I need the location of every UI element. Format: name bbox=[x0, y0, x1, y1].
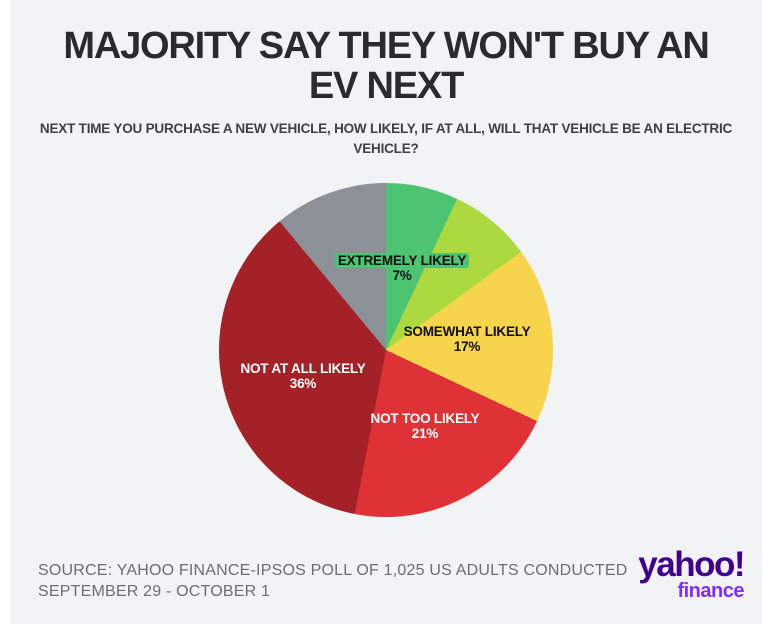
source-line-2: SEPTEMBER 29 - OCTOBER 1 bbox=[38, 583, 271, 600]
pie-label-text: NOT TOO LIKELY bbox=[370, 411, 480, 426]
yahoo-finance-logo: yahoo! finance bbox=[638, 545, 745, 602]
pie-chart-area: EXTREMELY LIKELY 7% SOMEWHAT LIKELY 17% … bbox=[219, 183, 553, 517]
pie-chart bbox=[219, 183, 553, 517]
pie-label-text: NOT AT ALL LIKELY bbox=[240, 361, 366, 376]
page-title: MAJORITY SAY THEY WON'T BUY AN EV NEXT bbox=[10, 0, 762, 106]
pie-label-not-at-all-likely: NOT AT ALL LIKELY 36% bbox=[237, 361, 368, 391]
yahoo-wordmark: yahoo! bbox=[638, 545, 745, 584]
pie-label-value: 7% bbox=[389, 268, 415, 283]
page-title-line-1: MAJORITY SAY THEY WON'T BUY AN bbox=[63, 25, 709, 67]
pie-label-not-too-likely: NOT TOO LIKELY 21% bbox=[368, 411, 483, 441]
finance-wordmark: finance bbox=[677, 580, 744, 602]
pie-label-value: 36% bbox=[289, 376, 317, 391]
pie-label-value: 21% bbox=[411, 426, 439, 441]
pie-label-value: 17% bbox=[453, 339, 481, 354]
source-line-1: SOURCE: YAHOO FINANCE-IPSOS POLL OF 1,02… bbox=[38, 562, 628, 579]
pie-label-extremely-likely: EXTREMELY LIKELY 7% bbox=[334, 253, 470, 283]
survey-question-line-2: VEHICLE? bbox=[353, 141, 419, 156]
infographic-card: MAJORITY SAY THEY WON'T BUY AN EV NEXT N… bbox=[10, 0, 762, 624]
pie-label-somewhat-likely: SOMEWHAT LIKELY 17% bbox=[401, 324, 534, 354]
pie-label-text: EXTREMELY LIKELY bbox=[334, 253, 470, 268]
survey-question-subtitle: NEXT TIME YOU PURCHASE A NEW VEHICLE, HO… bbox=[10, 119, 762, 159]
pie-label-text: SOMEWHAT LIKELY bbox=[403, 324, 531, 339]
page-title-line-2: EV NEXT bbox=[308, 65, 464, 107]
survey-question-line-1: NEXT TIME YOU PURCHASE A NEW VEHICLE, HO… bbox=[39, 121, 733, 136]
source-text: SOURCE: YAHOO FINANCE-IPSOS POLL OF 1,02… bbox=[38, 560, 628, 602]
